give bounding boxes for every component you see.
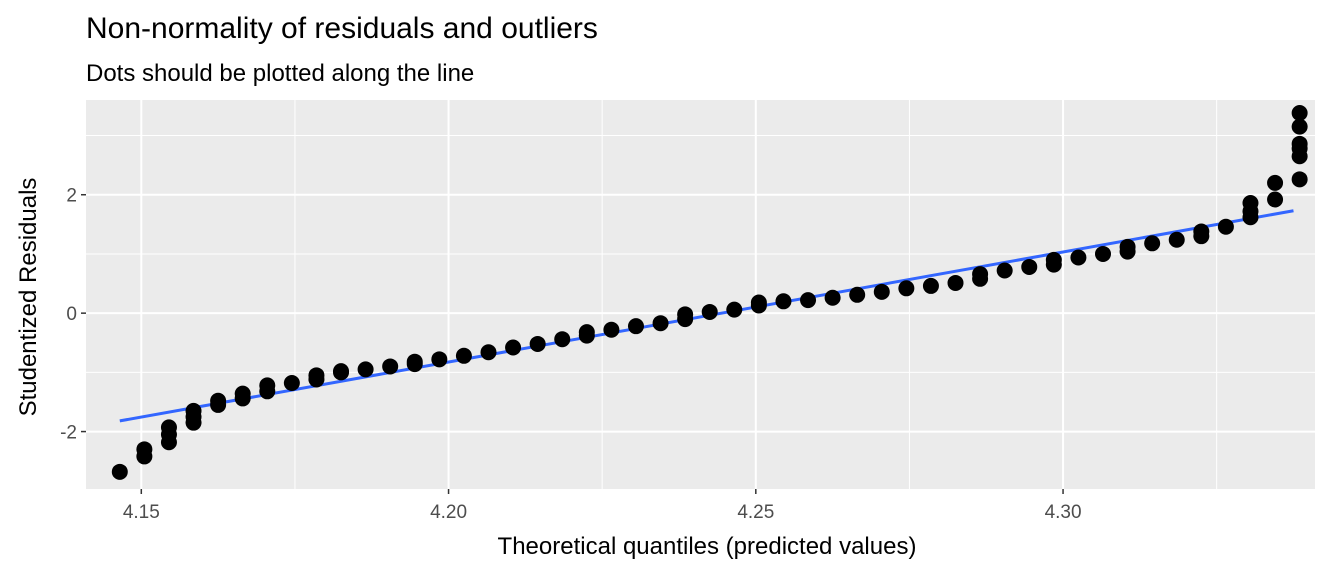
residual-point — [1119, 238, 1136, 255]
residual-point — [357, 361, 374, 378]
plot-panel — [86, 100, 1315, 489]
residual-point — [554, 331, 571, 348]
major-gridlines — [86, 100, 1315, 489]
residual-point — [1242, 195, 1259, 212]
residual-point — [726, 301, 743, 318]
residual-point — [1291, 171, 1308, 188]
residual-point — [824, 289, 841, 306]
x-tick-label: 4.25 — [737, 502, 774, 523]
residual-point — [185, 402, 202, 419]
residual-point — [480, 344, 497, 361]
residual-point — [529, 335, 546, 352]
residual-point — [136, 441, 153, 458]
residual-point — [1168, 231, 1185, 248]
x-tick-label: 4.20 — [430, 502, 467, 523]
residual-point — [652, 315, 669, 332]
residual-point — [1094, 245, 1111, 262]
y-tick-label: 0 — [66, 304, 77, 325]
residual-point — [603, 321, 620, 338]
residual-point — [1267, 174, 1284, 191]
residual-point — [1291, 105, 1308, 122]
residual-point — [800, 292, 817, 309]
residual-point — [775, 293, 792, 310]
chart-subtitle: Dots should be plotted along the line — [86, 60, 475, 87]
residual-points — [111, 105, 1308, 480]
residual-point — [898, 280, 915, 297]
residual-point — [455, 347, 472, 364]
residual-point — [1021, 258, 1038, 275]
residual-point — [1144, 235, 1161, 252]
residual-point — [406, 353, 423, 370]
residual-point — [333, 363, 350, 380]
residual-point — [873, 283, 890, 300]
residual-point — [1217, 218, 1234, 235]
residual-point — [947, 274, 964, 291]
residual-point — [922, 277, 939, 294]
residual-point — [677, 306, 694, 323]
chart-title: Non-normality of residuals and outliers — [86, 12, 598, 45]
x-axis: 4.15 4.20 4.25 4.30 — [123, 489, 1082, 523]
x-axis-title: Theoretical quantiles (predicted values) — [498, 533, 917, 560]
residual-point — [259, 377, 276, 394]
residual-point — [210, 392, 227, 409]
residual-point — [750, 294, 767, 311]
y-tick-label: -2 — [60, 423, 77, 444]
residual-point — [972, 266, 989, 283]
residual-point — [627, 318, 644, 335]
residual-point — [283, 375, 300, 392]
residual-point — [996, 262, 1013, 279]
residual-point — [1291, 118, 1308, 135]
residual-point — [1291, 135, 1308, 152]
residual-point — [701, 303, 718, 320]
residual-point — [234, 385, 251, 402]
residual-point — [505, 339, 522, 356]
x-tick-label: 4.15 — [123, 502, 160, 523]
residual-point — [382, 358, 399, 375]
residual-point — [1045, 251, 1062, 268]
residual-point — [849, 286, 866, 303]
x-tick-label: 4.30 — [1045, 502, 1082, 523]
y-tick-label: 2 — [66, 186, 77, 207]
residual-point — [111, 463, 128, 480]
residual-point — [578, 324, 595, 341]
y-axis: -2 0 2 — [60, 186, 86, 444]
residual-point — [308, 367, 325, 384]
residual-point — [1267, 191, 1284, 208]
residual-point — [1070, 249, 1087, 266]
y-axis-title: Studentized Residuals — [15, 178, 42, 417]
residual-point — [1193, 223, 1210, 240]
residual-point — [160, 419, 177, 436]
residual-point — [431, 351, 448, 368]
